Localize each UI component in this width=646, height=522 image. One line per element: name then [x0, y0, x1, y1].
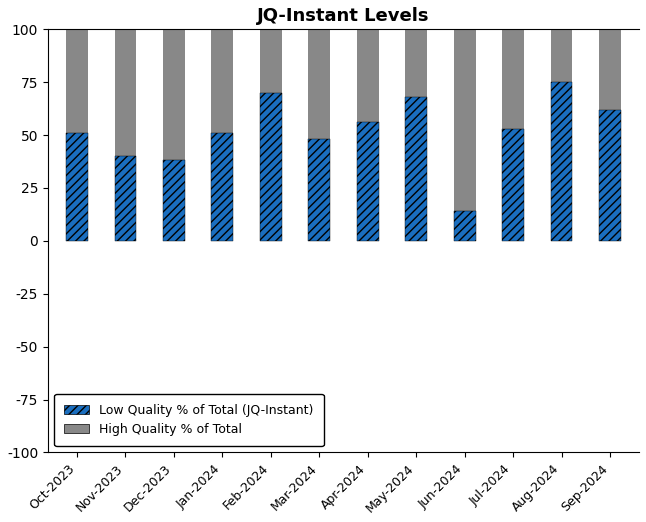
- Bar: [260, 93, 282, 241]
- Title: JQ-Instant Levels: JQ-Instant Levels: [257, 7, 430, 25]
- Bar: [453, 29, 475, 241]
- Bar: [66, 133, 88, 241]
- Bar: [550, 82, 572, 241]
- Bar: [211, 133, 233, 241]
- Bar: [211, 29, 233, 241]
- Legend: Low Quality % of Total (JQ-Instant), High Quality % of Total: Low Quality % of Total (JQ-Instant), Hig…: [54, 394, 324, 446]
- Bar: [260, 29, 282, 241]
- Bar: [405, 97, 427, 241]
- Bar: [114, 29, 136, 241]
- Bar: [357, 29, 379, 241]
- Bar: [114, 156, 136, 241]
- Bar: [163, 29, 185, 241]
- Bar: [163, 160, 185, 241]
- Bar: [308, 139, 330, 241]
- Bar: [502, 129, 524, 241]
- Bar: [550, 29, 572, 241]
- Bar: [502, 29, 524, 241]
- Bar: [405, 29, 427, 241]
- Bar: [357, 122, 379, 241]
- Bar: [66, 29, 88, 241]
- Bar: [599, 29, 621, 241]
- Bar: [308, 29, 330, 241]
- Bar: [599, 110, 621, 241]
- Bar: [453, 211, 475, 241]
